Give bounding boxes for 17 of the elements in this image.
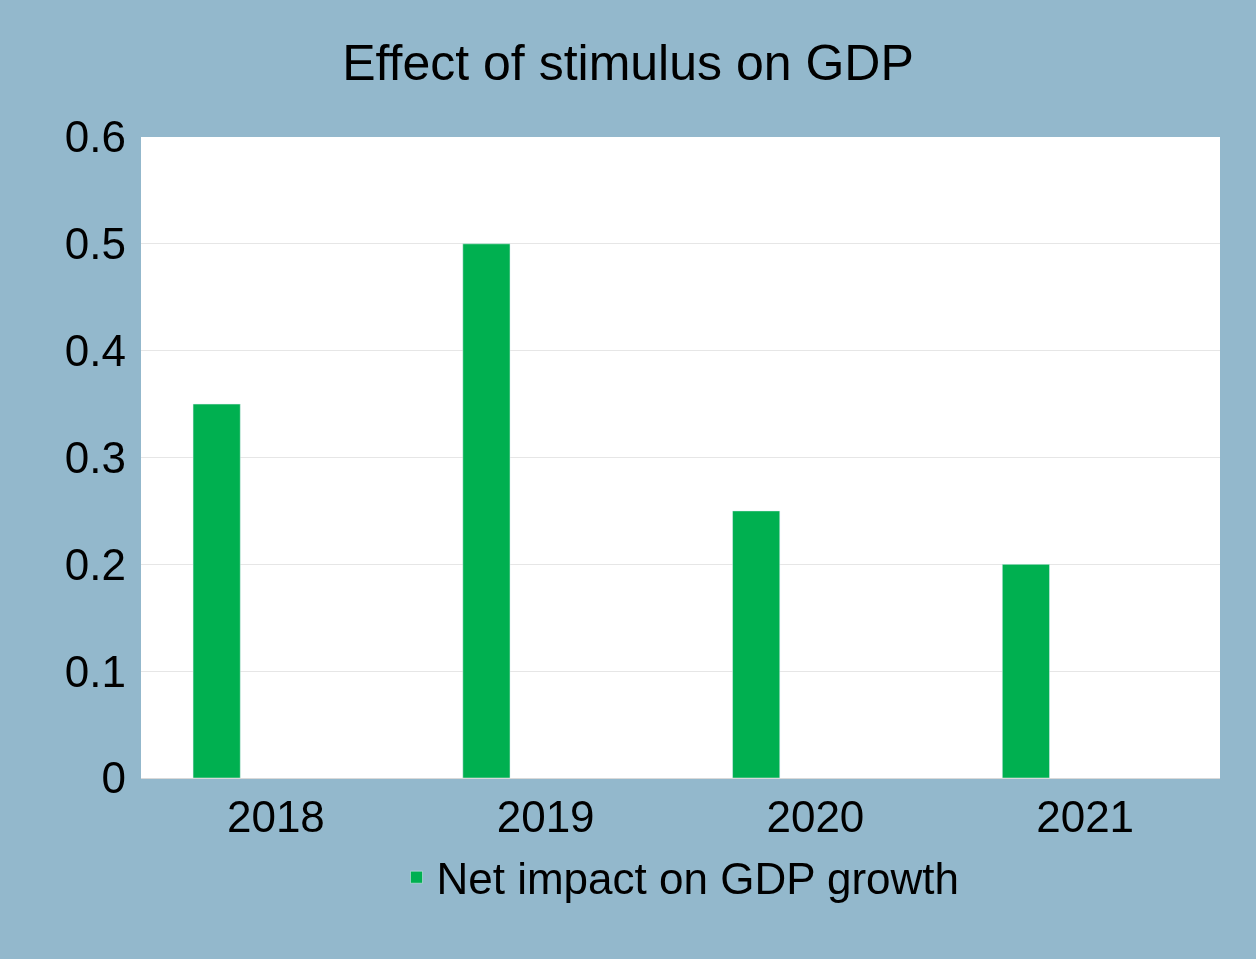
bar bbox=[192, 403, 241, 778]
legend-label: Net impact on GDP growth bbox=[436, 854, 960, 904]
x-tick-label: 2021 bbox=[1036, 791, 1135, 841]
bar bbox=[462, 243, 511, 778]
x-tick-label: 2020 bbox=[766, 791, 865, 841]
bar bbox=[732, 510, 781, 778]
y-tick-label: 0.3 bbox=[64, 432, 126, 482]
x-tick-label: 2019 bbox=[496, 791, 595, 841]
y-tick-label: 0.1 bbox=[64, 646, 126, 696]
y-tick-label: 0.5 bbox=[64, 219, 126, 269]
y-tick-label: 0.4 bbox=[64, 326, 126, 376]
y-tick-label: 0.6 bbox=[64, 112, 126, 162]
x-tick-label: 2018 bbox=[226, 791, 325, 841]
y-tick-label: 0 bbox=[101, 753, 126, 803]
chart-title: Effect of stimulus on GDP bbox=[342, 34, 914, 91]
y-tick-label: 0.2 bbox=[64, 539, 126, 589]
bar bbox=[1002, 564, 1050, 778]
